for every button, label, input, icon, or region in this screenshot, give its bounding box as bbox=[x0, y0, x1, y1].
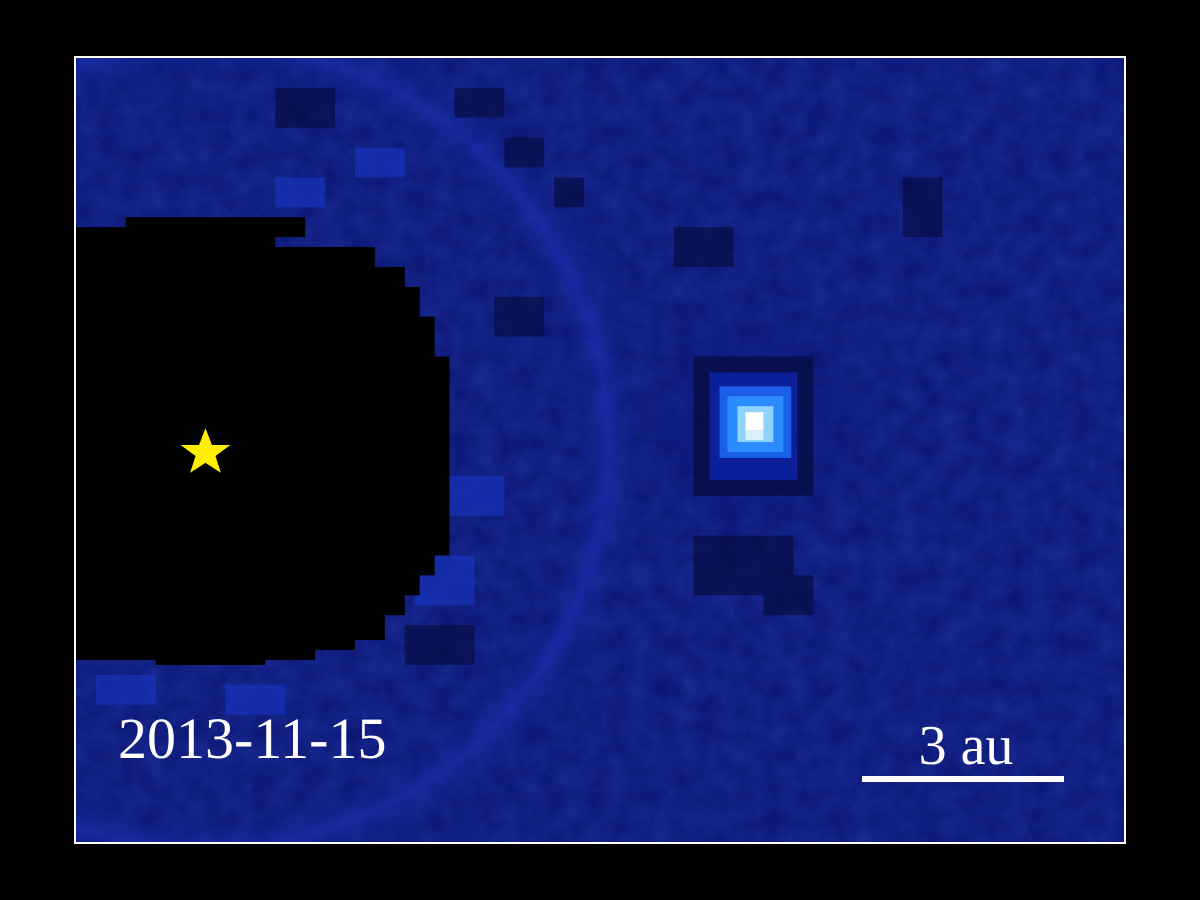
coronagraph-mask bbox=[76, 217, 450, 665]
scale-bar bbox=[862, 776, 1064, 782]
sky-field bbox=[76, 58, 1124, 842]
image-frame: 2013-11-15 3 au bbox=[74, 56, 1126, 844]
companion-source bbox=[693, 356, 814, 496]
star-icon bbox=[180, 428, 231, 473]
scale-bar-label: 3 au bbox=[918, 715, 1014, 777]
observation-date: 2013-11-15 bbox=[118, 706, 387, 771]
